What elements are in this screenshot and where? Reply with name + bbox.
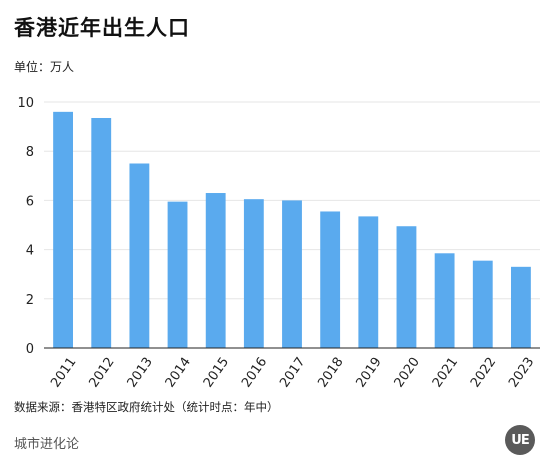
y-tick-label: 2: [26, 293, 34, 308]
bar-2020: [396, 226, 417, 348]
x-tick-label: 2013: [125, 355, 156, 391]
source-note: 数据来源：香港特区政府统计处（统计时点：年中）: [14, 400, 279, 414]
chart-title: 香港近年出生人口: [14, 16, 190, 40]
bar-2012: [91, 117, 112, 349]
bar-2016: [243, 199, 264, 348]
y-tick-label: 0: [26, 342, 34, 357]
y-tick-label: 8: [26, 145, 34, 160]
bar-2015: [205, 193, 226, 348]
y-tick-label: 10: [17, 96, 34, 111]
bar-2021: [434, 253, 455, 348]
x-tick-label: 2015: [201, 355, 232, 391]
bar-2017: [282, 200, 302, 348]
brand-name: 城市进化论: [14, 437, 80, 452]
unit-label: 单位：万人: [14, 60, 75, 74]
bar-2022: [472, 260, 493, 348]
x-tick-label: 2021: [430, 355, 461, 391]
x-tick-label: 2016: [239, 355, 270, 391]
brand-logo-icon: UE: [505, 425, 535, 455]
x-tick-label: 2012: [86, 355, 117, 391]
x-tick-label: 2020: [392, 355, 423, 391]
x-tick-label: 2014: [163, 355, 194, 391]
y-tick-label: 6: [26, 194, 34, 209]
bar-2023: [511, 266, 531, 348]
bar-2013: [129, 163, 150, 348]
bar-2014: [167, 201, 188, 348]
bar-2019: [358, 216, 379, 348]
x-tick-label: 2018: [315, 355, 346, 391]
x-tick-label: 2022: [468, 355, 499, 391]
bar-2018: [320, 211, 341, 348]
x-tick-label: 2019: [354, 355, 385, 391]
x-tick-label: 2011: [48, 355, 79, 391]
x-tick-label: 2023: [506, 355, 537, 391]
bar-2011: [53, 111, 73, 348]
y-tick-label: 4: [26, 244, 34, 259]
x-tick-label: 2017: [277, 355, 308, 391]
